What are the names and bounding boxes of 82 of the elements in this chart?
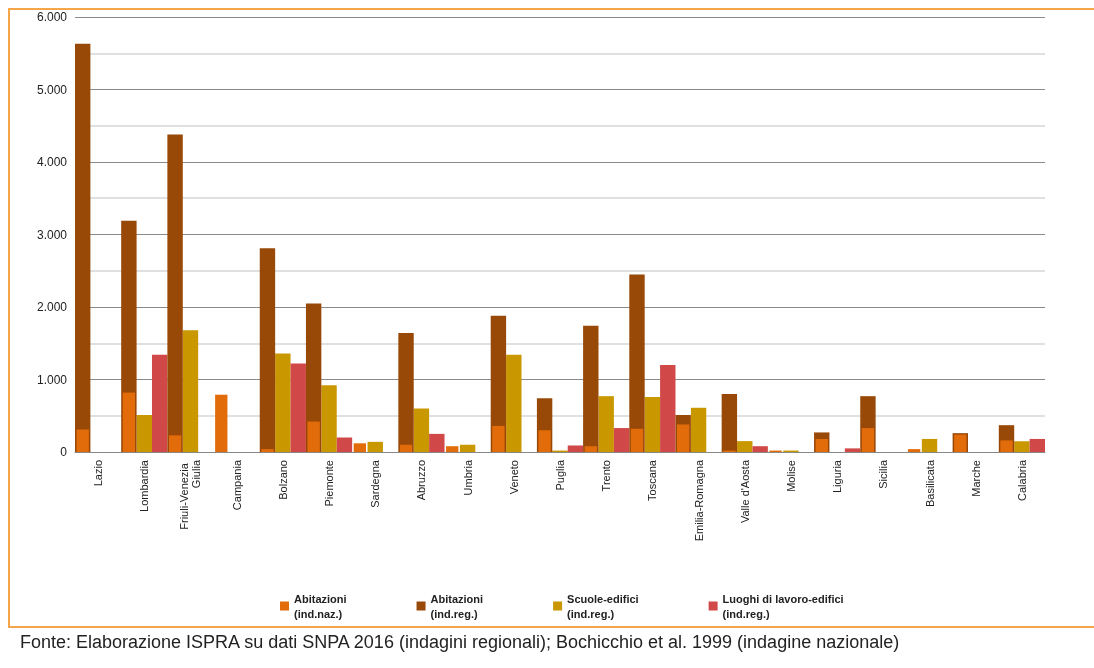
legend-label: Abitazioni (ind.reg.) — [430, 592, 484, 620]
x-tick-label: Umbria — [461, 459, 474, 496]
bar — [136, 415, 152, 452]
bar — [538, 430, 551, 452]
bar — [413, 408, 430, 452]
bar — [815, 438, 828, 452]
bar — [182, 330, 199, 452]
bar — [353, 443, 366, 452]
y-tick-label: 6.000 — [36, 10, 68, 24]
bar — [259, 248, 276, 452]
bar — [583, 325, 599, 452]
legend-label: Abitazioni (ind.naz.) — [294, 592, 347, 620]
bar — [567, 445, 584, 452]
bar — [492, 425, 505, 452]
bar — [336, 437, 353, 452]
x-tick-label: Liguria — [831, 459, 844, 494]
bar — [584, 446, 597, 452]
bar — [844, 448, 861, 452]
y-tick-label: 1.000 — [36, 372, 68, 387]
bar — [752, 446, 768, 452]
bar — [367, 441, 383, 452]
bar — [261, 449, 274, 452]
bar — [398, 333, 414, 452]
x-tick-label: Campania — [230, 459, 243, 511]
x-tick-label: Veneto — [507, 460, 520, 495]
x-tick-label: Abruzzo — [415, 460, 428, 501]
bar — [76, 429, 89, 452]
source-note: Fonte: Elaborazione ISPRA su dati SNPA 2016 (indagini regionali); Bochicchio et al. 1999 (indagine nazionale) — [20, 632, 900, 652]
x-tick-label: Lombardia — [138, 459, 151, 512]
bar — [737, 441, 753, 452]
y-tick-label: 4.000 — [36, 155, 68, 169]
x-tick-label: Piemonte — [323, 460, 336, 507]
bar — [446, 446, 459, 452]
bar — [506, 354, 522, 452]
bar — [630, 428, 644, 452]
bar — [151, 354, 168, 452]
bar — [644, 396, 661, 452]
bar — [429, 433, 445, 452]
x-tick-label: Sicilia — [877, 459, 890, 489]
x-tick-label: Lazio — [92, 460, 105, 487]
x-tick-label: Valle d'Aosta — [738, 459, 751, 524]
x-tick-label: Sardegna — [369, 459, 382, 508]
bar — [215, 394, 228, 452]
bar — [1000, 440, 1013, 452]
bar — [321, 385, 337, 452]
bar — [861, 428, 875, 452]
x-tick-label: Trento — [600, 460, 613, 492]
bar — [907, 449, 921, 452]
bar — [598, 396, 614, 452]
bar — [399, 444, 413, 452]
bar — [168, 435, 182, 452]
y-tick-label: 3.000 — [36, 227, 68, 242]
x-tick-label: Bolzano — [276, 460, 289, 500]
legend-label: Luoghi di lavoro-edifici (ind.reg.) — [722, 592, 844, 620]
bar — [122, 392, 136, 452]
x-tick-label: Emilia-Romagna — [692, 459, 705, 542]
bar — [1029, 438, 1045, 452]
x-tick-label: Calabria — [1015, 459, 1028, 501]
y-tick-label: 0 — [60, 445, 68, 459]
bar — [613, 428, 630, 452]
bar — [75, 43, 91, 452]
bar — [307, 421, 320, 452]
bar — [721, 394, 738, 452]
bar — [459, 444, 476, 452]
bar — [1014, 441, 1030, 452]
x-tick-label: Friuli-Venezia Giulia — [178, 459, 203, 530]
x-tick-label: Puglia — [554, 459, 566, 491]
x-tick-label: Molise — [784, 460, 797, 492]
bar — [921, 438, 938, 452]
x-tick-label: Basilicata — [923, 459, 936, 508]
bar — [629, 274, 645, 452]
y-tick-label: 5.000 — [36, 82, 68, 97]
bar — [290, 363, 306, 452]
bar — [677, 424, 690, 452]
x-tick-label: Toscana — [646, 459, 659, 501]
bar — [660, 365, 676, 452]
y-tick-label: 2.000 — [36, 300, 68, 314]
legend-label: Scuole-edifici (ind.reg.) — [567, 592, 639, 620]
bar — [275, 353, 291, 452]
bar — [167, 134, 183, 452]
x-tick-label: Marche — [969, 460, 982, 497]
bar — [690, 407, 707, 452]
